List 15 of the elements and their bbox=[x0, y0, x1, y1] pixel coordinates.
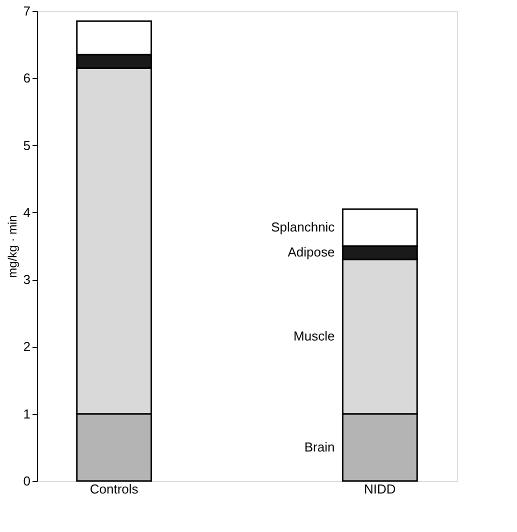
x-tick-label: NIDD bbox=[364, 482, 396, 496]
series-label: Brain bbox=[304, 439, 335, 454]
series-label: Adipose bbox=[288, 244, 335, 260]
y-tick-label: 2 bbox=[23, 339, 30, 354]
series-label: Splanchnic bbox=[271, 220, 336, 235]
x-tick-label: Controls bbox=[90, 482, 139, 496]
y-tick-label: 5 bbox=[23, 138, 30, 153]
y-tick-label: 1 bbox=[23, 406, 30, 422]
y-tick-label: 7 bbox=[23, 4, 30, 18]
y-tick-label: 4 bbox=[23, 204, 30, 220]
y-tick-label: 6 bbox=[23, 70, 30, 86]
y-tick-label: 3 bbox=[23, 272, 30, 288]
y-tick-label: 0 bbox=[23, 474, 30, 488]
y-axis-title: mg/kg · min bbox=[5, 215, 20, 278]
series-label: Muscle bbox=[294, 328, 335, 344]
